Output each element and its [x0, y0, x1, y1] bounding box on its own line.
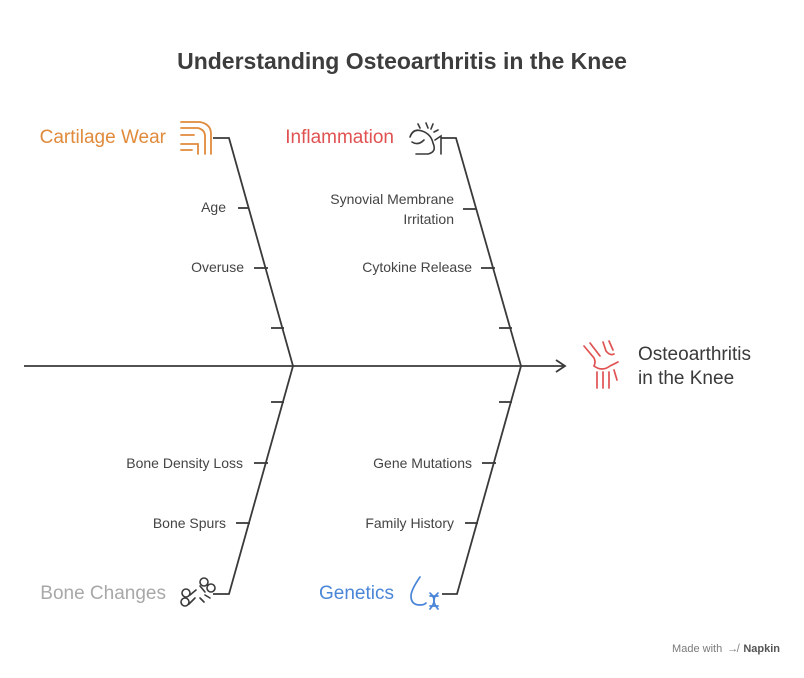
- cause-family-history: Family History: [365, 515, 454, 531]
- cause-gene-mutations: Gene Mutations: [373, 455, 472, 471]
- napkin-logo-icon: ↛: [727, 643, 739, 655]
- page-title: Understanding Osteoarthritis in the Knee: [177, 48, 627, 74]
- effect-label: Osteoarthritis in the Knee: [638, 344, 751, 389]
- cause-synovial-membrane-irritation: Synovial Membrane Irritation: [330, 191, 454, 227]
- broken-bone-icon: [180, 577, 216, 607]
- spine-arrowhead: [555, 359, 567, 373]
- bone-cartilage: [213, 137, 294, 367]
- cause-age: Age: [201, 199, 226, 215]
- cause-bone-density-loss: Bone Density Loss: [126, 455, 243, 471]
- bone-genetics: [442, 365, 522, 595]
- category-genetics: Genetics: [319, 583, 394, 604]
- category-bone-changes: Bone Changes: [40, 583, 166, 604]
- bone-inflammation: [441, 137, 522, 367]
- footer-credit: Made with ↛ Napkin: [672, 643, 780, 655]
- footer-brand: Napkin: [743, 643, 780, 655]
- dna-drop-icon: [410, 576, 439, 610]
- category-cartilage-wear: Cartilage Wear: [39, 127, 166, 148]
- cause-bone-spurs: Bone Spurs: [152, 515, 226, 531]
- inflamed-joint-icon: [409, 122, 442, 155]
- bone-bone-changes: [213, 365, 294, 595]
- category-inflammation: Inflammation: [285, 127, 394, 148]
- cause-cytokine-release: Cytokine Release: [362, 259, 472, 275]
- footer-made-with: Made with: [672, 643, 723, 655]
- cause-overuse: Overuse: [191, 259, 244, 275]
- knee-joint-icon: [180, 121, 212, 155]
- knee-bones-icon: [583, 340, 619, 389]
